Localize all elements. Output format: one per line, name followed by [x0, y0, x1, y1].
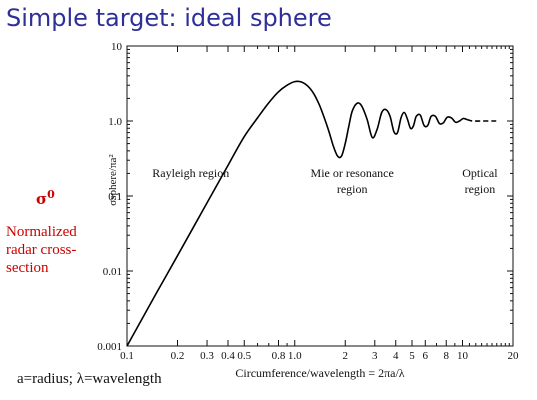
sigma-symbol: σ	[36, 190, 48, 208]
x-tick-label: 2	[342, 350, 348, 362]
y-axis-label: σsphere/πa²	[107, 154, 119, 206]
region-annotation: region	[337, 182, 368, 196]
rcs-curve-dashed	[467, 118, 499, 122]
side-note: Normalized radar cross-section	[6, 224, 77, 276]
y-tick-label: 0.001	[97, 341, 122, 353]
y-tick-label: 10	[111, 41, 123, 53]
x-tick-label: 0.2	[171, 350, 185, 362]
x-tick-label: 0.5	[237, 350, 251, 362]
slide-title: Simple target: ideal sphere	[6, 4, 332, 32]
footnote: a=radius; λ=wavelength	[17, 371, 162, 387]
region-annotation: region	[465, 182, 496, 196]
x-tick-label: 0.3	[200, 350, 214, 362]
y-tick-label: 0.01	[103, 266, 122, 278]
region-annotation: Optical	[462, 166, 498, 180]
x-tick-label: 8	[443, 350, 449, 362]
region-annotation: Rayleigh region	[152, 166, 229, 180]
x-tick-label: 10	[457, 350, 469, 362]
axis-ticks	[126, 45, 514, 347]
y-tick-label: 1.0	[108, 116, 122, 128]
x-tick-label: 5	[409, 350, 415, 362]
sigma-superscript: 0	[47, 188, 55, 201]
plot-frame	[126, 45, 514, 347]
y-tick-label: 0.1	[108, 191, 122, 203]
x-tick-label: 0.1	[120, 350, 134, 362]
axis-tick-labels: 0.1 0.2 0.3 0.4 0.5 0.8 1.0 2 3 4 5 6 8 10 200.0010.01…	[97, 41, 519, 362]
x-tick-label: 0.8	[272, 350, 286, 362]
data-lines	[126, 80, 499, 347]
x-tick-label: 1.0	[288, 350, 302, 362]
x-tick-label: 4	[393, 350, 399, 362]
x-tick-label: 3	[372, 350, 378, 362]
x-axis-label: Circumference/wavelength = 2πa/λ	[235, 366, 404, 380]
x-tick-label: 0.4	[221, 350, 235, 362]
region-annotations: Rayleigh region Mie or resonance region Opt…	[152, 166, 498, 196]
rcs-curve	[126, 80, 468, 347]
region-annotation: Mie or resonance	[311, 166, 394, 180]
x-tick-label: 6	[423, 350, 429, 362]
sigma-zero-symbol: σ0	[36, 188, 55, 208]
x-tick-label: 20	[508, 350, 520, 362]
